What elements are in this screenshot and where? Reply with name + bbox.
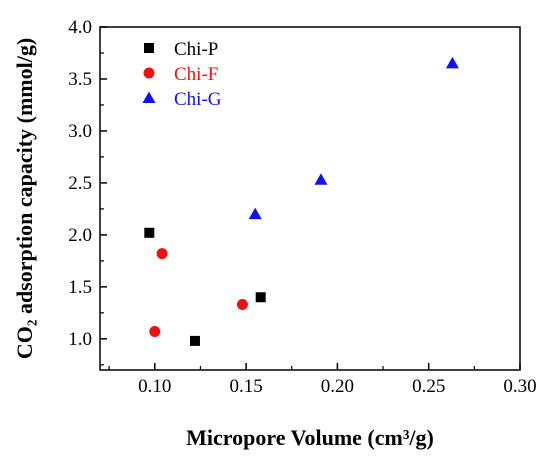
axes [99, 26, 521, 371]
data-point-chi-g [445, 56, 459, 69]
legend-marker-chi-f [143, 67, 155, 79]
ticks: 0.10 0.15 0.20 0.25 0.30 1.0 1.5 2.0 2.5 3.0 3.5 4.… [68, 17, 536, 397]
data-point-chi-p [255, 292, 266, 303]
data-point-chi-g [248, 207, 262, 220]
y-tick-label: 3.0 [68, 121, 92, 142]
data-point-chi-p [189, 335, 200, 346]
data-point-chi-p [144, 227, 155, 238]
x-tick-label: 0.30 [503, 376, 536, 397]
legend-marker-chi-g [142, 91, 156, 103]
y-tick-label: 4.0 [68, 17, 92, 38]
y-tick-label: 1.0 [68, 329, 92, 350]
x-tick-label: 0.10 [138, 376, 171, 397]
legend-label: Chi-F [174, 64, 218, 85]
data-point-chi-f [236, 299, 248, 311]
data-point-chi-f [149, 326, 161, 338]
x-tick-label: 0.20 [321, 376, 354, 397]
data-point-chi-g [314, 173, 328, 185]
legend-label: Chi-G [174, 89, 222, 110]
y-tick-label: 3.5 [68, 69, 92, 90]
legend-marker-chi-p [144, 43, 154, 53]
y-tick-label: 2.5 [68, 173, 92, 194]
legend-label: Chi-P [174, 39, 218, 60]
legend: Chi-P Chi-F Chi-G [142, 39, 222, 110]
plot-frame [99, 26, 521, 371]
y-axis-title: CO₂ adsorption capacity (mmol/g) [12, 38, 37, 359]
y-tick-label: 1.5 [68, 277, 92, 298]
x-axis-title: Micropore Volume (cm³/g) [186, 425, 434, 450]
x-tick-label: 0.15 [229, 376, 262, 397]
x-tick-label: 0.25 [412, 376, 445, 397]
y-tick-label: 2.0 [68, 225, 92, 246]
data-point-chi-f [156, 248, 168, 260]
data-points [144, 56, 459, 346]
